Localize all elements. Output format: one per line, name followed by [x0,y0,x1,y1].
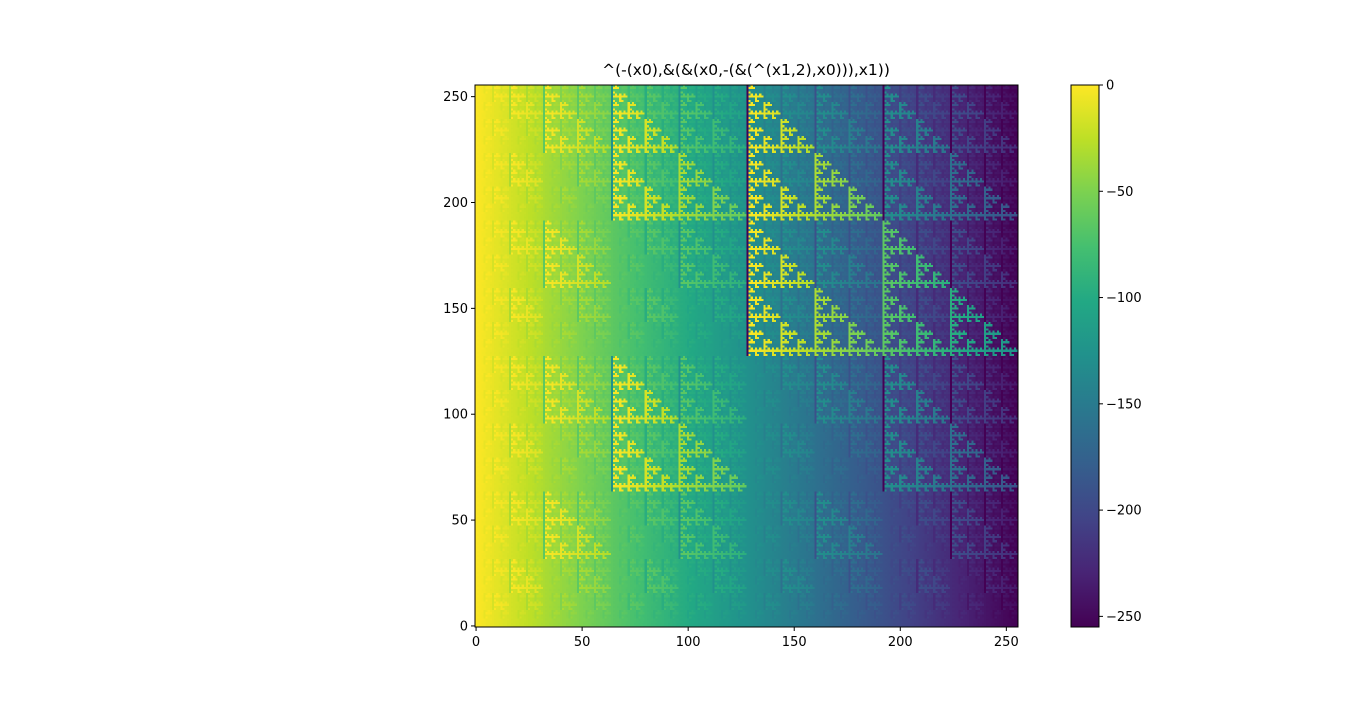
y-tick-label-250: 250 [443,90,468,105]
y-axis: 0 50 100 150 200 250 [443,90,475,634]
heatmap-image [475,85,1018,627]
x-tick-label-50: 50 [574,635,591,650]
y-tick-label-0: 0 [460,619,468,634]
x-tick-label-200: 200 [888,635,913,650]
y-tick-label-100: 100 [443,408,468,423]
x-tick-label-0: 0 [472,635,480,650]
x-tick-label-100: 100 [676,635,701,650]
chart-title: ^(-(x0),&(&(x0,-(&(^(x1,2),x0))),x1)) [602,61,890,79]
colorbar-gradient [1071,85,1099,627]
colorbar-axis: 0 −50 −100 −150 −200 −250 [1099,79,1142,625]
colorbar-tick-label-5: −250 [1106,610,1142,625]
y-tick-label-150: 150 [443,302,468,317]
colorbar: 0 −50 −100 −150 −200 −250 [1070,79,1142,628]
y-tick-label-50: 50 [451,514,468,529]
x-tick-label-150: 150 [782,635,807,650]
x-axis: 0 50 100 150 200 250 [472,627,1019,650]
plot-frame [474,84,1019,628]
x-tick-label-250: 250 [994,635,1019,650]
heatmap-image-holder [475,85,1018,627]
colorbar-tick-label-4: −200 [1106,504,1142,519]
colorbar-tick-label-2: −100 [1106,291,1142,306]
colorbar-frame [1070,84,1100,628]
colorbar-tick-label-0: 0 [1106,79,1114,94]
y-tick-label-200: 200 [443,196,468,211]
colorbar-tick-label-3: −150 [1106,397,1142,412]
heatmap-plot: 0 50 100 150 200 250 0 50 100 150 200 250 [443,84,1019,650]
colorbar-tick-label-1: −50 [1106,185,1133,200]
